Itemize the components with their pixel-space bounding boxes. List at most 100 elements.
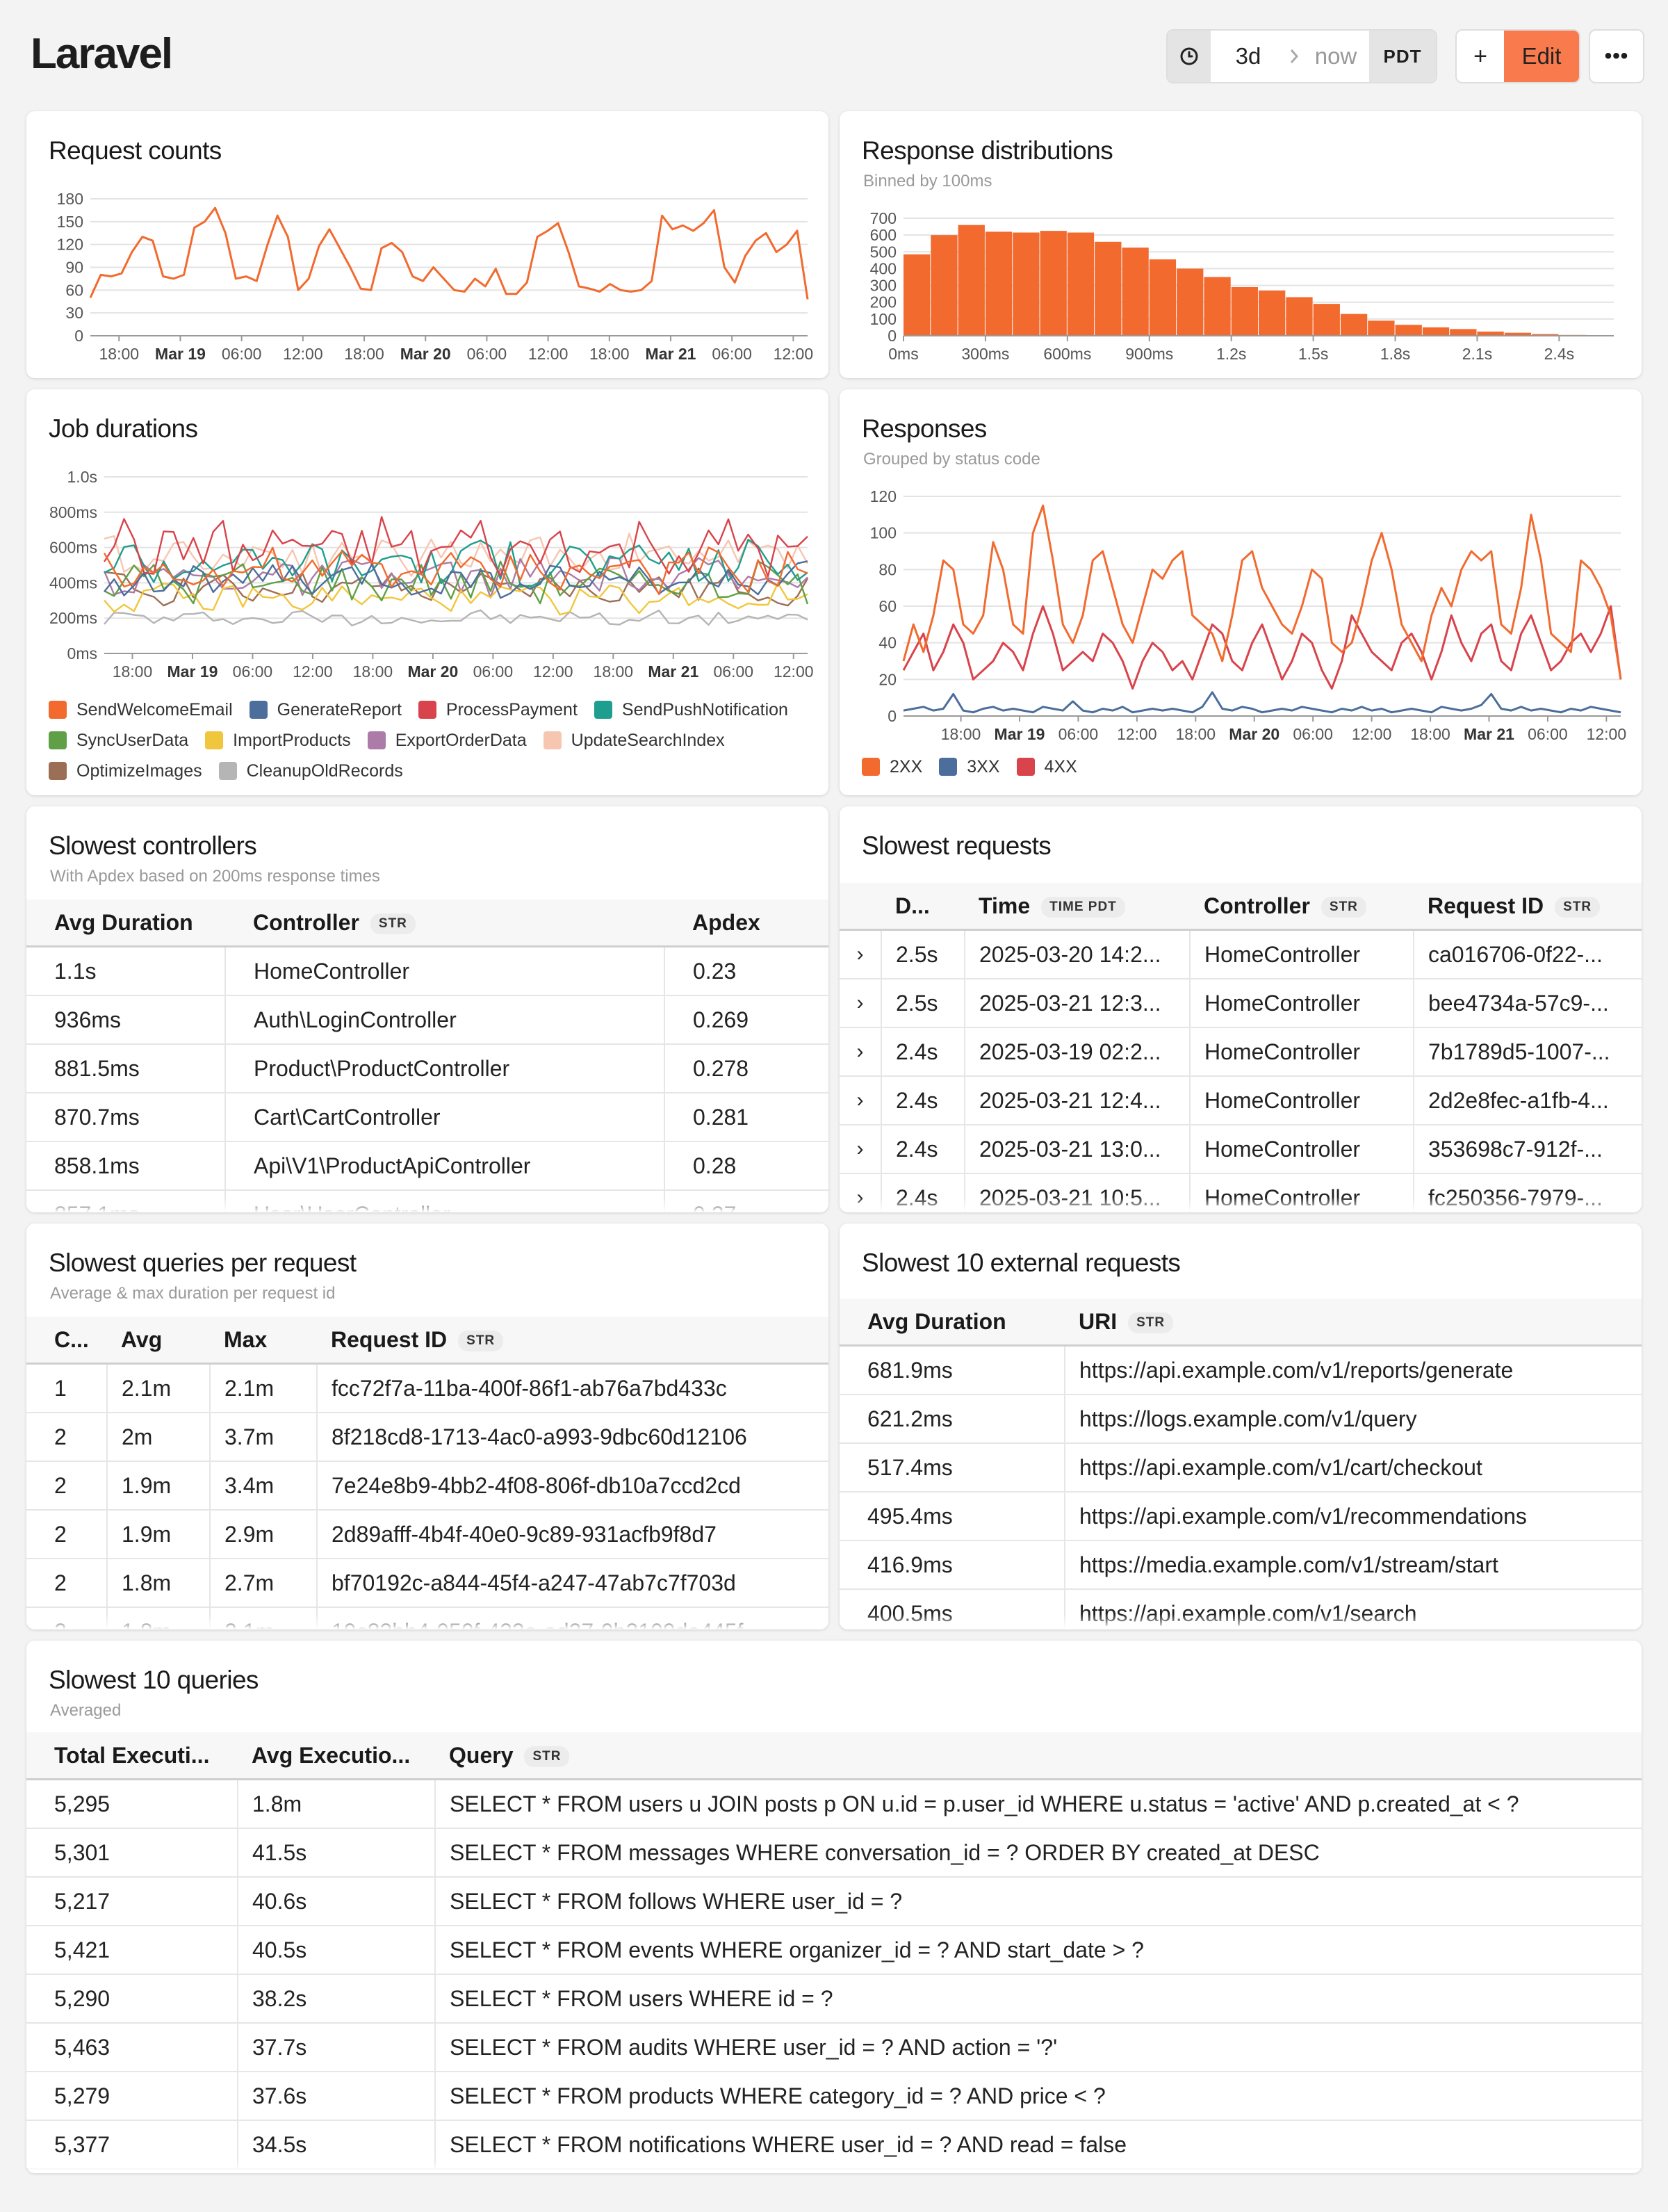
column-header-time[interactable]: Time TIME PDT (965, 883, 1190, 931)
chevron-right-icon[interactable]: › (840, 1125, 882, 1174)
column-header-avg-duration[interactable]: Avg Duration (26, 900, 225, 948)
chevron-right-icon[interactable]: › (840, 929, 882, 979)
column-header-max[interactable]: Max (210, 1317, 317, 1365)
x-tick-label: 18:00 (589, 345, 630, 363)
table-row[interactable]: 870.7ms Cart\CartController 0.281 (26, 1093, 828, 1142)
table-row[interactable]: 1 2.1m 2.1m fcc72f7a-11ba-400f-86f1-ab76a7b… (26, 1363, 828, 1413)
job-durations-chart: 0ms 200ms 400ms 600ms 800ms 1.0s 18:00 Mar 19 06… (49, 468, 814, 681)
table-row[interactable]: 2 1.9m 2.9m 2d89afff-4b4f-40e0-9c89-931acfb… (26, 1510, 828, 1559)
column-header-controller[interactable]: Controller STR (1190, 883, 1414, 931)
time-range-start[interactable]: 3d (1235, 43, 1261, 69)
cell-count: 2 (26, 1559, 108, 1608)
legend-item[interactable]: SendWelcomeEmail (49, 699, 233, 720)
panel-title: Job durations (49, 414, 198, 443)
timezone-button[interactable]: PDT (1369, 31, 1436, 82)
table-row[interactable]: 2 1.8m 2.7m bf70192c-a844-45f4-a247-47ab7c7… (26, 1559, 828, 1608)
table-row[interactable]: 5,279 37.6s SELECT * FROM products WHERE c… (26, 2072, 1642, 2121)
x-tick-label: 06:00 (1058, 725, 1099, 743)
type-badge: STR (1555, 897, 1601, 918)
table-row[interactable]: 5,301 41.5s SELECT * FROM messages WHERE c… (26, 1828, 1642, 1878)
table-row[interactable]: › 2.5s 2025-03-21 12:3... HomeController bee… (840, 979, 1642, 1028)
cell-controller: HomeController (1190, 1027, 1414, 1077)
legend-item[interactable]: 3XX (939, 756, 1000, 777)
table-row[interactable]: › 2.5s 2025-03-20 14:2... HomeController ca0… (840, 929, 1642, 979)
cell-query: SELECT * FROM audits WHERE user_id = ? A… (435, 2023, 1642, 2072)
table-row[interactable]: 881.5ms Product\ProductController 0.278 (26, 1044, 828, 1093)
cell-total-execution: 5,301 (26, 1828, 238, 1878)
column-header-label: Controller (1204, 893, 1310, 918)
column-header-avg-duration[interactable]: Avg Duration (840, 1299, 1065, 1347)
column-header-query[interactable]: Query STR (435, 1732, 1642, 1780)
type-badge: STR (370, 913, 416, 935)
legend-item[interactable]: 4XX (1016, 756, 1077, 777)
column-header-count[interactable]: C... (26, 1317, 107, 1365)
legend-item[interactable]: ProcessPayment (418, 699, 578, 720)
queries-per-request-table: C... Avg Max Request ID STR 1 2.1m 2.1m fcc7… (26, 1317, 828, 1629)
legend-item[interactable]: ExportOrderData (367, 730, 527, 751)
y-tick-label: 0 (888, 327, 897, 345)
column-header-total-execution[interactable]: Total Executi... (26, 1732, 238, 1780)
table-row[interactable]: › 2.4s 2025-03-19 02:2... HomeController 7b1… (840, 1027, 1642, 1077)
x-tick-label: 06:00 (233, 662, 273, 681)
column-header-request-id[interactable]: Request ID STR (1414, 883, 1642, 931)
edit-button[interactable]: Edit (1504, 31, 1579, 82)
cell-avg-execution: 37.6s (238, 2072, 436, 2121)
legend-item[interactable]: 2XX (862, 756, 922, 777)
chevron-right-icon[interactable]: › (840, 979, 882, 1028)
more-options-button[interactable]: ••• (1589, 29, 1644, 83)
time-range-end[interactable]: now (1314, 43, 1357, 69)
legend-item[interactable]: GenerateReport (249, 699, 402, 720)
y-tick-label: 30 (65, 304, 83, 322)
histogram-bar (1532, 334, 1559, 336)
cell-time: 2025-03-20 14:2... (965, 929, 1191, 979)
scroll-fade (26, 1614, 828, 1629)
legend-item[interactable]: UpdateSearchIndex (543, 730, 725, 751)
chevron-right-icon[interactable]: › (840, 1027, 882, 1077)
column-header-apdex[interactable]: Apdex (664, 900, 828, 948)
table-row[interactable]: 495.4ms https://api.example.com/v1/recomm… (840, 1492, 1642, 1541)
table-row[interactable]: › 2.4s 2025-03-21 12:4... HomeController 2d2… (840, 1076, 1642, 1125)
column-header-duration[interactable]: D... (881, 883, 965, 931)
legend-item[interactable]: SyncUserData (49, 730, 188, 751)
table-row[interactable]: 5,463 37.7s SELECT * FROM audits WHERE use… (26, 2023, 1642, 2072)
table-row[interactable]: 681.9ms https://api.example.com/v1/report… (840, 1345, 1642, 1395)
column-header-controller[interactable]: Controller STR (225, 900, 664, 948)
table-row[interactable]: 621.2ms https://logs.example.com/v1/query (840, 1394, 1642, 1444)
y-tick-label: 600ms (49, 539, 97, 557)
x-tick-label: 06:00 (1293, 725, 1333, 743)
legend-item[interactable]: SendPushNotification (594, 699, 788, 720)
chevron-right-icon[interactable]: › (840, 1076, 882, 1125)
x-tick-label: 12:00 (1352, 725, 1392, 743)
column-header-request-id[interactable]: Request ID STR (317, 1317, 828, 1365)
add-panel-button[interactable]: + (1473, 42, 1487, 70)
legend-item[interactable]: CleanupOldRecords (218, 761, 403, 781)
table-row[interactable]: 858.1ms Api\V1\ProductApiController 0.28 (26, 1141, 828, 1191)
clock-icon[interactable] (1168, 31, 1211, 82)
table-row[interactable]: 5,290 38.2s SELECT * FROM users WHERE id =… (26, 1974, 1642, 2024)
y-tick-label: 400ms (49, 574, 97, 592)
cell-controller: Api\V1\ProductApiController (225, 1141, 665, 1191)
cell-query: SELECT * FROM messages WHERE conversatio… (435, 1828, 1642, 1878)
legend-item[interactable]: OptimizeImages (49, 761, 202, 781)
table-row[interactable]: 517.4ms https://api.example.com/v1/cart/c… (840, 1443, 1642, 1493)
table-row[interactable]: 2 2m 3.7m 8f218cd8-1713-4ac0-a993-9dbc60d12… (26, 1413, 828, 1462)
legend-item[interactable]: ImportProducts (205, 730, 351, 751)
table-row[interactable]: 5,295 1.8m SELECT * FROM users u JOIN post… (26, 1779, 1642, 1829)
column-header-avg-execution[interactable]: Avg Executio... (238, 1732, 435, 1780)
cell-query: SELECT * FROM follows WHERE user_id = ? (435, 1877, 1642, 1926)
table-row[interactable]: 2 1.9m 3.4m 7e24e8b9-4bb2-4f08-806f-db10a7c… (26, 1461, 828, 1511)
table-row[interactable]: 5,421 40.5s SELECT * FROM events WHERE org… (26, 1926, 1642, 1975)
table-row[interactable]: 5,217 40.6s SELECT * FROM follows WHERE us… (26, 1877, 1642, 1926)
cell-avg-duration: 858.1ms (26, 1141, 226, 1191)
scroll-fade (840, 1197, 1642, 1212)
table-row[interactable]: › 2.4s 2025-03-21 13:0... HomeController 353… (840, 1125, 1642, 1174)
table-row[interactable]: 1.1s HomeController 0.23 (26, 946, 828, 996)
cell-request-id: 2d2e8fec-a1fb-4... (1414, 1076, 1642, 1125)
column-header-avg[interactable]: Avg (107, 1317, 210, 1365)
slowest-external-requests-panel: Slowest 10 external requests Avg Duratio… (840, 1223, 1642, 1629)
column-header-uri[interactable]: URI STR (1065, 1299, 1642, 1347)
table-row[interactable]: 936ms Auth\LoginController 0.269 (26, 995, 828, 1045)
table-row[interactable]: 416.9ms https://media.example.com/v1/stre… (840, 1540, 1642, 1590)
request-counts-panel: Request counts 0 30 60 90 120 150 180 18:00 Mar … (26, 111, 828, 378)
time-range-picker[interactable]: 3d now PDT (1166, 29, 1437, 83)
